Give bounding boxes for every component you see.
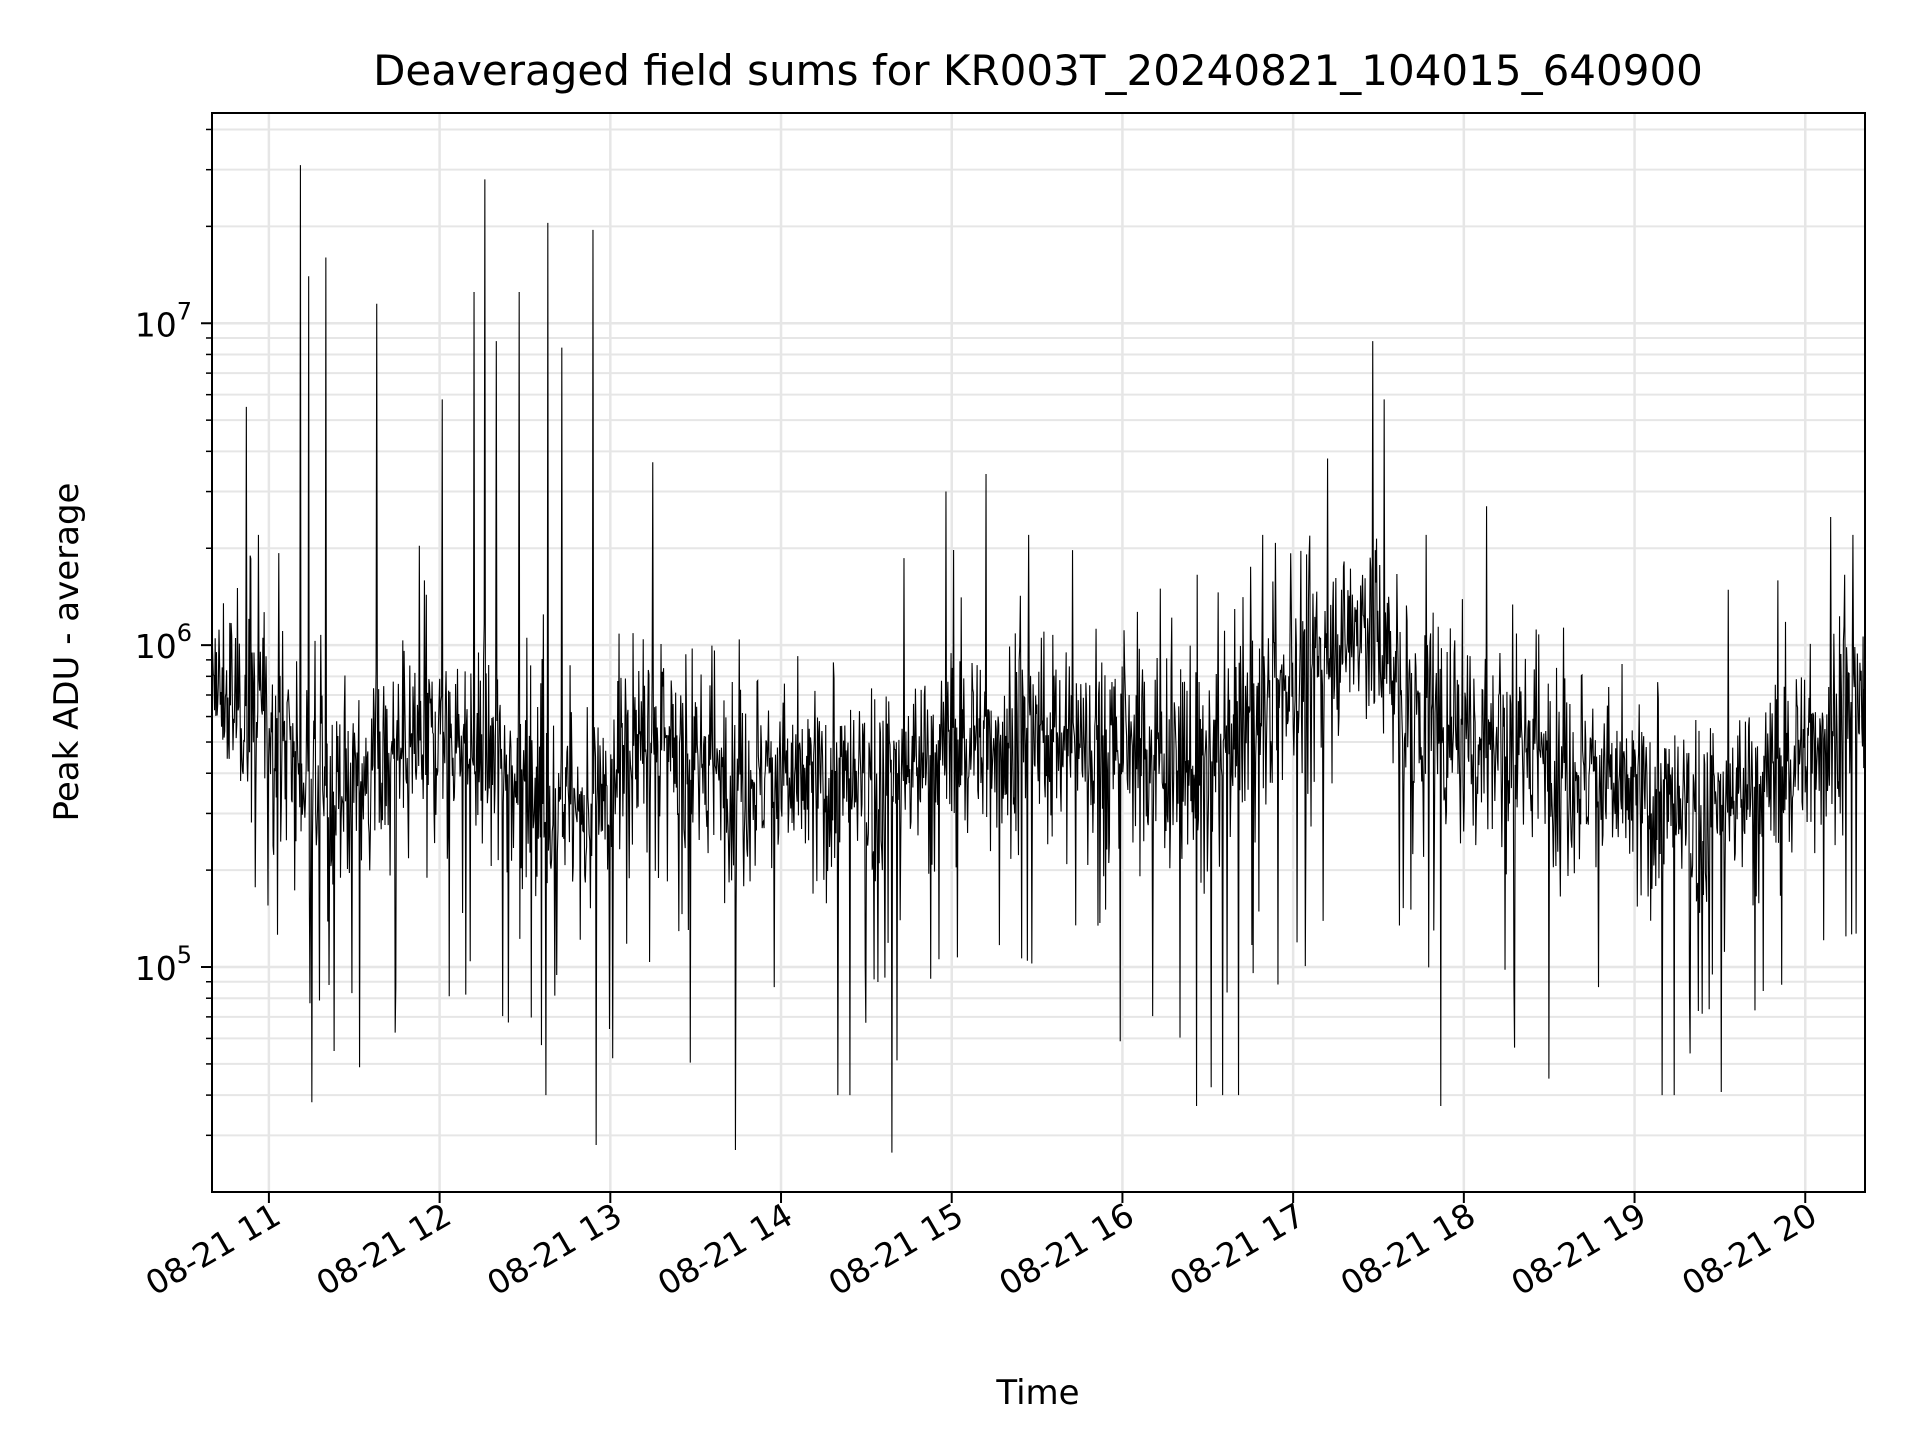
y-tick-label: 105: [135, 941, 192, 988]
y-axis-label: Peak ADU - average: [47, 483, 87, 822]
data-series: [211, 165, 1866, 1153]
chart-title: Deaveraged field sums for KR003T_2024082…: [373, 46, 1703, 95]
y-tick-label: 106: [135, 619, 192, 666]
y-axis: 105 106 107: [135, 128, 212, 1137]
series-line: [211, 165, 1866, 1153]
plot-frame: [211, 112, 1866, 1193]
y-tick-label: 107: [135, 297, 192, 344]
x-axis-label: Time: [995, 1373, 1079, 1413]
